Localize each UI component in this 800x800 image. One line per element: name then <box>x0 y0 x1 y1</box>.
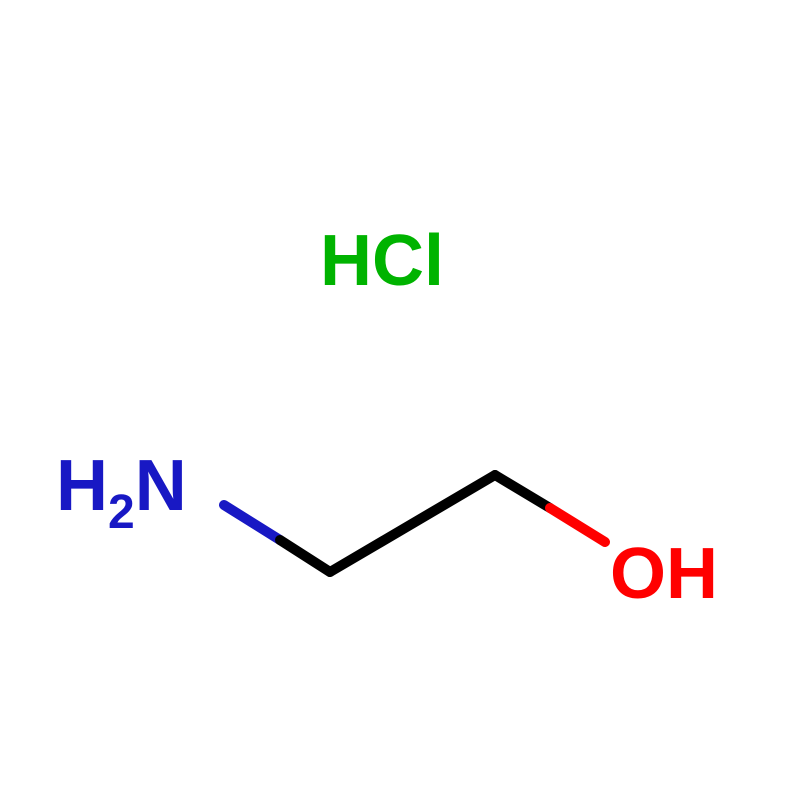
hydroxyl-label: OH <box>610 534 718 614</box>
bond-c2-o-a <box>495 475 550 508</box>
hcl-cl: Cl <box>372 221 444 301</box>
amine-2: 2 <box>108 486 135 539</box>
hydroxyl-h: H <box>666 534 718 614</box>
bond-c2-o-b <box>550 508 605 542</box>
bond-n-c1-a <box>224 505 280 540</box>
hcl-h: H <box>320 221 372 301</box>
hcl-label: HCl <box>320 221 444 301</box>
amine-label: H2N <box>56 446 187 539</box>
amine-h: H <box>56 446 108 526</box>
bond-n-c1-b <box>280 540 330 572</box>
hydroxyl-o: O <box>610 534 666 614</box>
bond-c1-c2 <box>330 475 495 572</box>
amine-n: N <box>135 446 187 526</box>
molecule-diagram: HCl H2N OH <box>0 0 800 800</box>
